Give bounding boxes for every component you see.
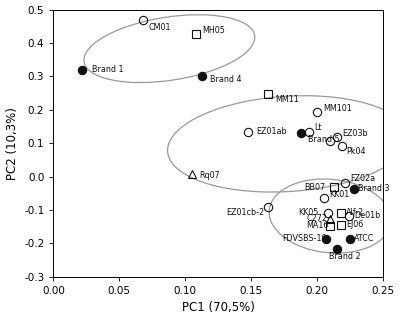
- Text: EZ03b: EZ03b: [342, 129, 368, 138]
- Text: Alf-2: Alf-2: [346, 208, 364, 217]
- Text: MA16: MA16: [306, 221, 329, 230]
- Text: KK01: KK01: [329, 190, 349, 199]
- Text: EJ06: EJ06: [346, 220, 363, 229]
- Text: MM101: MM101: [324, 104, 352, 113]
- Text: KK05: KK05: [298, 208, 319, 217]
- Text: EZ01cb-2: EZ01cb-2: [226, 208, 264, 217]
- Text: Rq07: Rq07: [200, 171, 220, 180]
- X-axis label: PC1 (70,5%): PC1 (70,5%): [182, 301, 254, 315]
- Y-axis label: PC2 (10,3%): PC2 (10,3%): [6, 107, 18, 180]
- Text: Lt: Lt: [314, 123, 322, 132]
- Text: MM11: MM11: [275, 95, 298, 104]
- Text: BB07: BB07: [304, 183, 325, 193]
- Text: FDVSBS-10: FDVSBS-10: [283, 234, 327, 243]
- Text: ATCC: ATCC: [354, 234, 374, 243]
- Text: FZ02a: FZ02a: [350, 174, 375, 183]
- Text: Pk04: Pk04: [346, 148, 366, 156]
- Text: De01b: De01b: [354, 211, 380, 220]
- Text: MH05: MH05: [202, 26, 225, 35]
- Text: EZ01ab: EZ01ab: [256, 127, 287, 136]
- Text: Brand 3: Brand 3: [358, 184, 389, 193]
- Text: Brand 2: Brand 2: [329, 252, 360, 261]
- Text: Brand 1: Brand 1: [92, 65, 123, 74]
- Text: Brand 4: Brand 4: [210, 75, 242, 84]
- Text: Brand 5: Brand 5: [308, 135, 339, 144]
- Text: C272: C272: [306, 214, 328, 223]
- Text: CM01: CM01: [148, 23, 171, 32]
